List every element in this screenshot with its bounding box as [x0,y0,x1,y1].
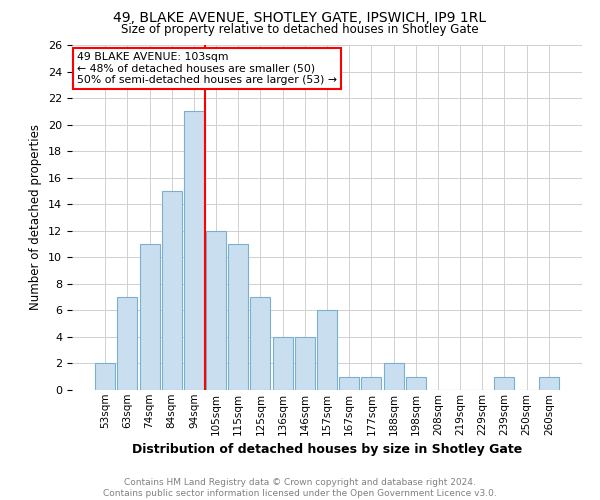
Y-axis label: Number of detached properties: Number of detached properties [29,124,43,310]
Bar [295,337,315,390]
Bar [494,376,514,390]
Bar [95,364,115,390]
Bar [250,297,271,390]
Bar [539,376,559,390]
Bar [317,310,337,390]
X-axis label: Distribution of detached houses by size in Shotley Gate: Distribution of detached houses by size … [132,443,522,456]
Bar [361,376,382,390]
Bar [206,231,226,390]
Bar [383,364,404,390]
Text: 49 BLAKE AVENUE: 103sqm
← 48% of detached houses are smaller (50)
50% of semi-de: 49 BLAKE AVENUE: 103sqm ← 48% of detache… [77,52,337,85]
Text: Contains HM Land Registry data © Crown copyright and database right 2024.
Contai: Contains HM Land Registry data © Crown c… [103,478,497,498]
Bar [406,376,426,390]
Bar [184,112,204,390]
Bar [162,191,182,390]
Bar [118,297,137,390]
Bar [272,337,293,390]
Bar [339,376,359,390]
Text: 49, BLAKE AVENUE, SHOTLEY GATE, IPSWICH, IP9 1RL: 49, BLAKE AVENUE, SHOTLEY GATE, IPSWICH,… [113,11,487,25]
Text: Size of property relative to detached houses in Shotley Gate: Size of property relative to detached ho… [121,22,479,36]
Bar [228,244,248,390]
Bar [140,244,160,390]
